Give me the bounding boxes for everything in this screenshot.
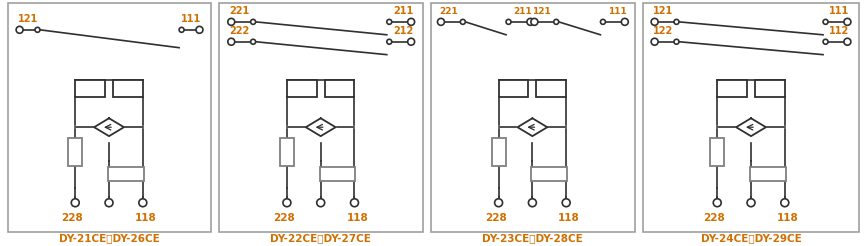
Circle shape: [528, 199, 537, 207]
Circle shape: [622, 18, 629, 25]
Circle shape: [316, 199, 324, 207]
Text: 212: 212: [393, 26, 414, 36]
Text: DY-21CE，DY-26CE: DY-21CE，DY-26CE: [59, 233, 160, 244]
Bar: [280, 138, 294, 166]
Circle shape: [651, 18, 658, 25]
Circle shape: [844, 38, 851, 45]
Circle shape: [747, 199, 755, 207]
Bar: [750, 167, 786, 181]
Circle shape: [251, 19, 256, 24]
Text: DY-23CE，DY-28CE: DY-23CE，DY-28CE: [482, 233, 583, 244]
Circle shape: [506, 19, 511, 24]
Circle shape: [651, 38, 658, 45]
Circle shape: [781, 199, 789, 207]
Circle shape: [350, 199, 358, 207]
Circle shape: [105, 199, 113, 207]
Text: 121: 121: [532, 7, 551, 16]
Circle shape: [823, 39, 828, 44]
Text: 221: 221: [229, 6, 250, 16]
Text: 118: 118: [347, 213, 368, 223]
Text: 211: 211: [513, 7, 532, 16]
Circle shape: [601, 19, 605, 24]
Text: DY-24CE，DY-29CE: DY-24CE，DY-29CE: [701, 233, 801, 244]
Circle shape: [407, 18, 414, 25]
Circle shape: [407, 38, 414, 45]
Circle shape: [438, 18, 445, 25]
Text: 122: 122: [653, 26, 673, 36]
Circle shape: [554, 19, 558, 24]
Circle shape: [844, 18, 851, 25]
Bar: [717, 79, 747, 97]
Text: 228: 228: [703, 213, 725, 223]
Bar: [287, 79, 316, 97]
Text: 221: 221: [439, 7, 458, 16]
Circle shape: [16, 26, 23, 33]
Text: 111: 111: [181, 14, 201, 24]
Circle shape: [562, 199, 570, 207]
Circle shape: [387, 39, 392, 44]
Bar: [113, 79, 143, 97]
Circle shape: [387, 19, 392, 24]
Circle shape: [283, 199, 291, 207]
Bar: [108, 167, 144, 181]
Circle shape: [71, 199, 79, 207]
Text: 118: 118: [777, 213, 799, 223]
Text: 228: 228: [485, 213, 506, 223]
Bar: [431, 3, 635, 231]
Circle shape: [179, 27, 184, 32]
Bar: [531, 167, 567, 181]
Text: 111: 111: [608, 7, 627, 16]
Circle shape: [228, 18, 235, 25]
Text: 121: 121: [17, 14, 38, 24]
Text: 228: 228: [62, 213, 83, 223]
Bar: [537, 79, 566, 97]
Circle shape: [531, 18, 538, 25]
Bar: [219, 3, 423, 231]
Circle shape: [196, 26, 203, 33]
Circle shape: [674, 39, 679, 44]
Text: 111: 111: [829, 6, 850, 16]
Text: 112: 112: [829, 26, 850, 36]
Circle shape: [35, 27, 40, 32]
Text: 118: 118: [558, 213, 580, 223]
Text: 211: 211: [393, 6, 414, 16]
Circle shape: [494, 199, 503, 207]
Circle shape: [460, 19, 466, 24]
Bar: [75, 79, 105, 97]
Bar: [320, 167, 355, 181]
Circle shape: [251, 39, 256, 44]
Bar: [499, 79, 528, 97]
Circle shape: [527, 18, 534, 25]
Text: 222: 222: [229, 26, 250, 36]
Text: 118: 118: [135, 213, 157, 223]
Bar: [755, 79, 785, 97]
Bar: [642, 3, 859, 231]
Circle shape: [823, 19, 828, 24]
Circle shape: [674, 19, 679, 24]
Bar: [68, 138, 82, 166]
Circle shape: [139, 199, 147, 207]
Bar: [492, 138, 505, 166]
Text: DY-22CE，DY-27CE: DY-22CE，DY-27CE: [271, 233, 371, 244]
Text: 121: 121: [653, 6, 673, 16]
Text: 228: 228: [273, 213, 295, 223]
Bar: [8, 3, 212, 231]
Bar: [710, 138, 724, 166]
Bar: [324, 79, 355, 97]
Circle shape: [714, 199, 721, 207]
Circle shape: [228, 38, 235, 45]
